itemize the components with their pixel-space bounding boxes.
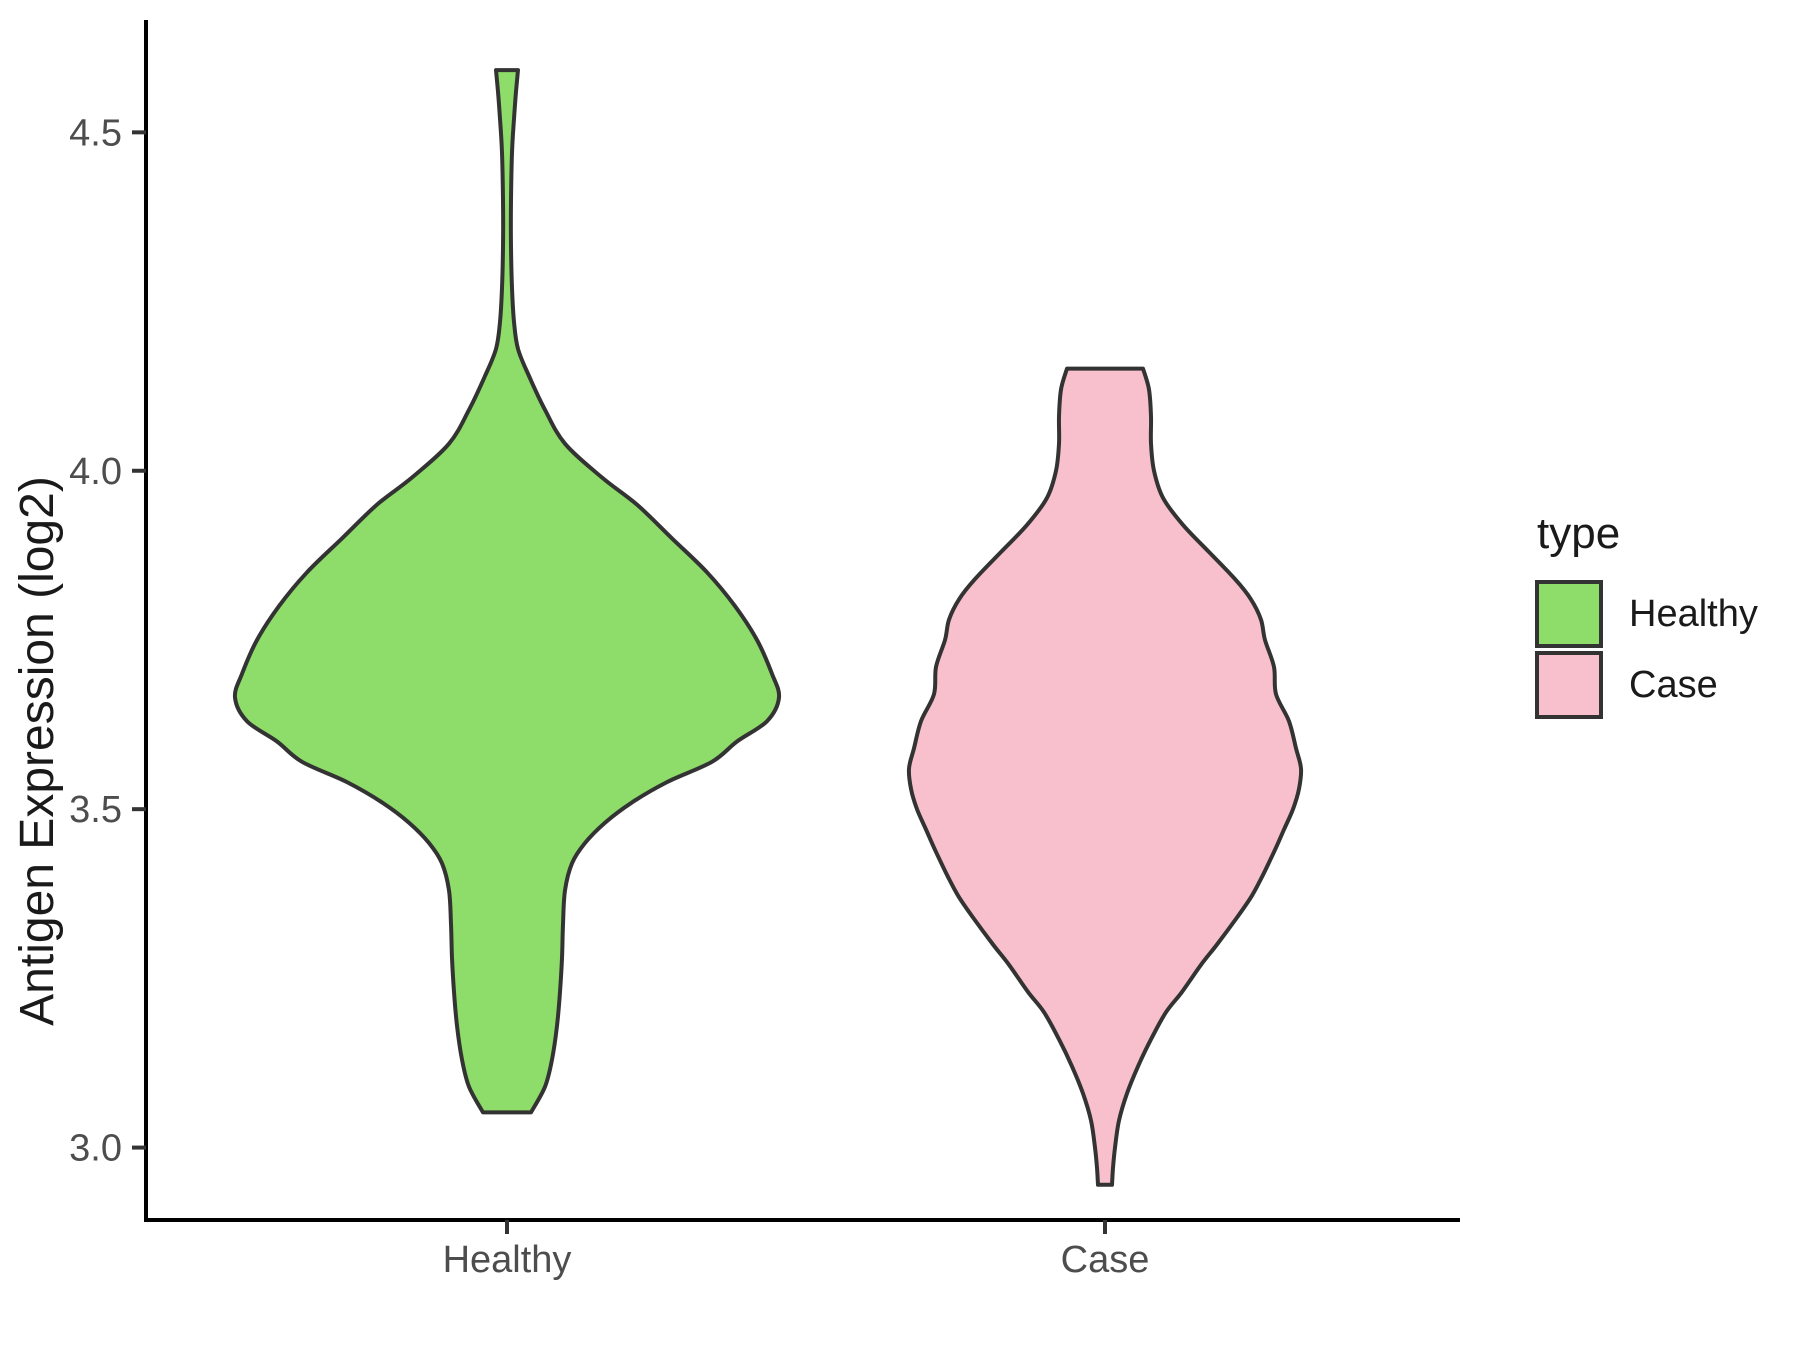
legend: type Healthy Case xyxy=(1535,510,1758,722)
y-axis-title: Antigen Expression (log2) xyxy=(11,476,64,1026)
legend-label-healthy: Healthy xyxy=(1629,593,1758,635)
y-tick-label: 4.0 xyxy=(69,451,122,493)
violin-healthy xyxy=(232,68,782,1115)
x-axis-label-case: Case xyxy=(1060,1239,1150,1281)
legend-label-case: Case xyxy=(1629,664,1718,706)
legend-key-case-swatch xyxy=(1535,651,1603,719)
legend-key-healthy-swatch xyxy=(1535,580,1603,648)
y-tick-label: 3.5 xyxy=(69,789,122,831)
x-axis-label-healthy: Healthy xyxy=(442,1239,572,1281)
y-tick-label: 3.0 xyxy=(69,1128,122,1170)
legend-item-case: Case xyxy=(1535,651,1758,719)
legend-item-healthy: Healthy xyxy=(1535,580,1758,648)
legend-title: type xyxy=(1537,509,1621,558)
y-tick-label: 4.5 xyxy=(69,112,122,154)
violin-case xyxy=(906,366,1304,1187)
